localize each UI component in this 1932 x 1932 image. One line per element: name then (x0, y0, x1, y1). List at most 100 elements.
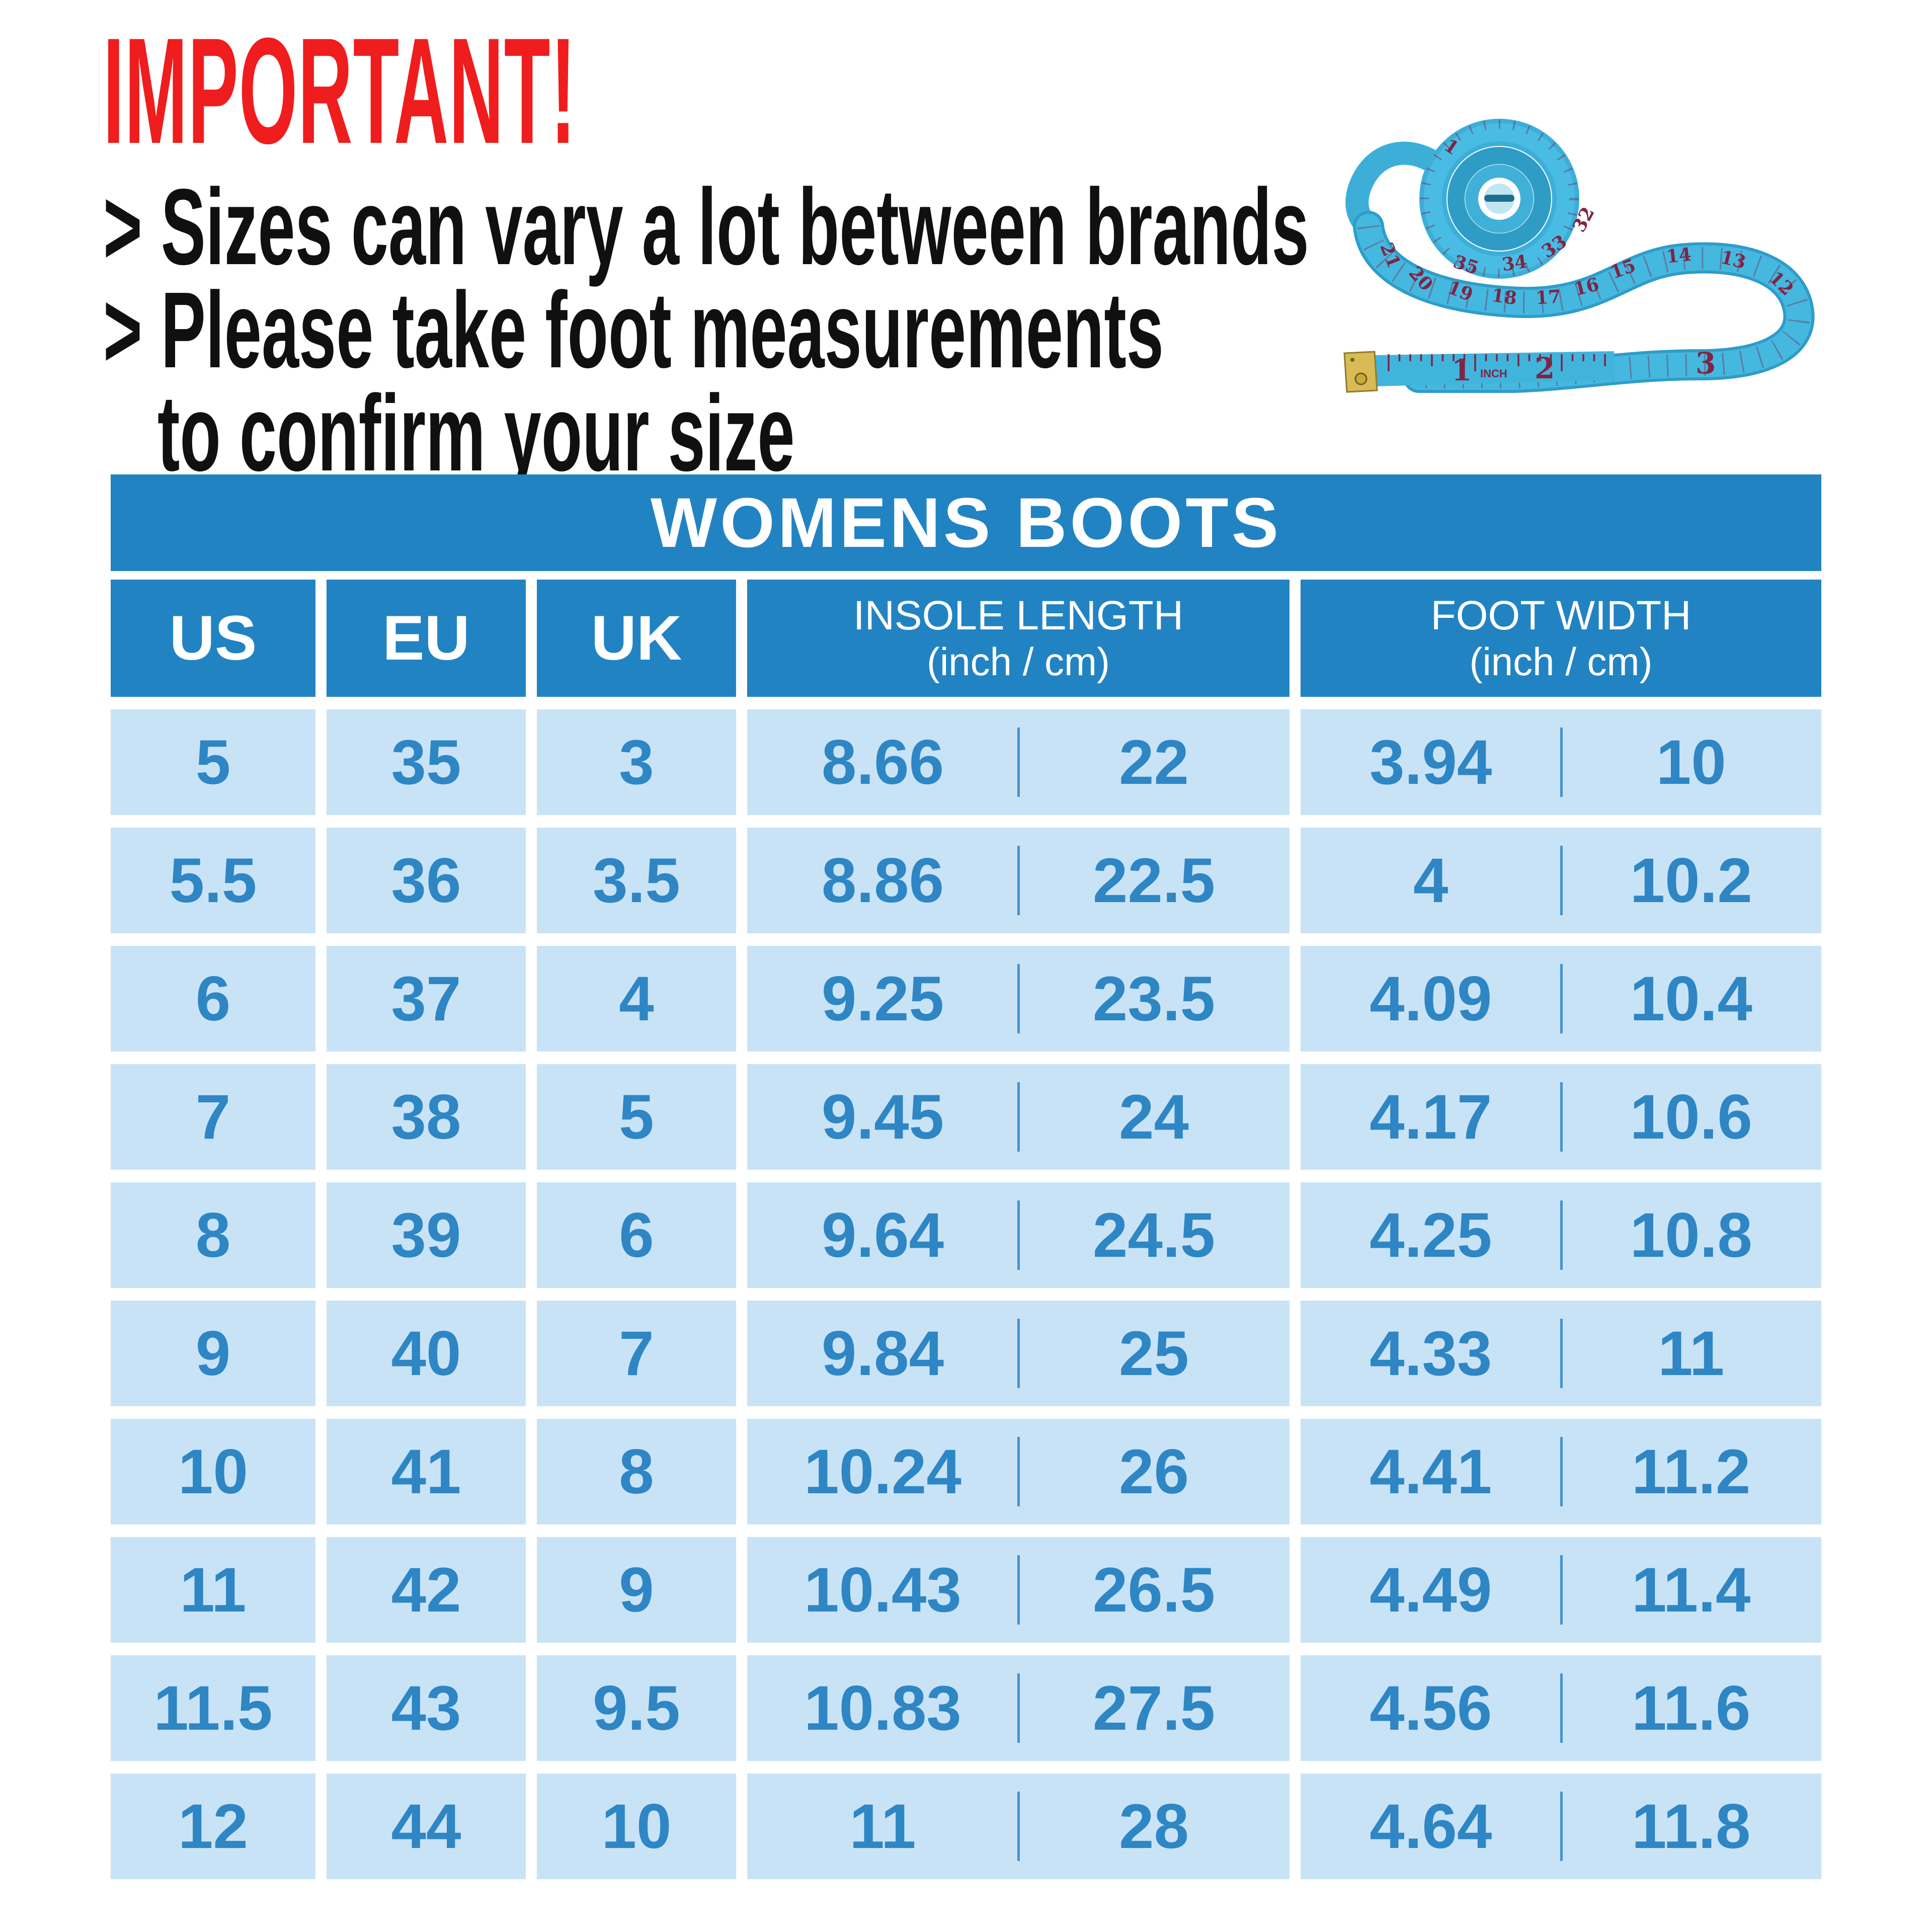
notice-line-2: > Please take foot measurements (103, 269, 1164, 390)
table-row: 5 35 3 8.66 22 3.94 10 (111, 709, 1821, 815)
size-cell-uk: 10 (537, 1774, 736, 1879)
cell-divider (1017, 1436, 1020, 1507)
insole-length-inch-value: 9.64 (821, 1200, 944, 1270)
insole-length-inch-value: 9.45 (821, 1082, 944, 1152)
foot-width-cm-value: 11.4 (1632, 1555, 1751, 1625)
col-header-foot-label: FOOT WIDTH (1430, 592, 1692, 638)
foot-width-inch-value: 4.64 (1370, 1791, 1492, 1862)
size-cell-eu: 39 (327, 1182, 526, 1288)
insole-length-cm-value: 26 (1118, 1436, 1189, 1507)
foot-width-inch-value: 4.09 (1370, 963, 1492, 1034)
insole-length-inch-value: 9.84 (821, 1318, 944, 1389)
size-cell-uk: 6 (537, 1182, 736, 1288)
notice-line-3: to confirm your size (157, 372, 795, 494)
tape-band-number: 14 (1665, 244, 1693, 268)
table-row: 10 41 8 10.24 26 4.41 11.2 (111, 1419, 1821, 1524)
tape-coil (1419, 119, 1579, 279)
insole-length-cm-value: 24.5 (1092, 1200, 1216, 1270)
col-header-eu: EU (327, 580, 526, 697)
table-header-row: US EU UK INSOLE LENGTH (inch / cm) FOOT … (111, 580, 1821, 697)
foot-width-inch-value: 4.49 (1370, 1555, 1492, 1625)
size-cell-us: 12 (111, 1774, 315, 1879)
cell-divider (1560, 727, 1563, 797)
foot-width-cell: 4.49 11.4 (1301, 1537, 1821, 1643)
foot-width-inch-value: 4.33 (1370, 1318, 1492, 1389)
insole-length-cm-value: 24 (1118, 1082, 1189, 1152)
insole-length-cell: 10.83 27.5 (747, 1655, 1290, 1761)
foot-width-cm-value: 10.6 (1630, 1082, 1752, 1152)
cell-divider (1017, 1318, 1020, 1389)
insole-length-cell: 8.66 22 (747, 709, 1290, 815)
size-cell-uk: 7 (537, 1301, 736, 1406)
foot-width-inch-value: 4.41 (1370, 1436, 1492, 1507)
important-heading-line: IMPORTANT! (103, 15, 1361, 166)
notice-line-1: > Sizes can vary a lot between brands (103, 166, 1309, 287)
important-heading: IMPORTANT! (103, 6, 577, 175)
cell-divider (1017, 845, 1020, 916)
insole-length-cm-value: 23.5 (1092, 963, 1216, 1034)
cell-divider (1560, 1318, 1563, 1389)
insole-length-inch-value: 11 (849, 1791, 916, 1862)
size-cell-eu: 40 (327, 1301, 526, 1406)
insole-length-inch-value: 10.43 (804, 1555, 961, 1625)
size-cell-uk: 9 (537, 1537, 736, 1643)
size-cell-uk: 5 (537, 1064, 736, 1170)
foot-width-inch-value: 4.56 (1370, 1673, 1492, 1743)
table-row: 5.5 36 3.5 8.86 22.5 4 10.2 (111, 828, 1821, 933)
tape-band-number: 18 (1490, 285, 1518, 309)
insole-length-cm-value: 28 (1118, 1791, 1189, 1862)
insole-length-inch-value: 8.86 (821, 845, 944, 916)
size-cell-eu: 36 (327, 828, 526, 933)
cell-divider (1560, 1436, 1563, 1507)
col-header-uk: UK (537, 580, 736, 697)
table-title: WOMENS BOOTS (111, 474, 1821, 571)
tape-number-1: 1 (1452, 353, 1472, 387)
insole-length-cm-value: 25 (1118, 1318, 1189, 1389)
col-header-us: US (111, 580, 315, 697)
size-cell-us: 9 (111, 1301, 315, 1406)
size-cell-us: 10 (111, 1419, 315, 1524)
table-row: 12 44 10 11 28 4.64 11.8 (111, 1774, 1821, 1879)
foot-width-cm-value: 11.6 (1632, 1673, 1751, 1743)
foot-width-cell: 4.17 10.6 (1301, 1064, 1821, 1170)
size-cell-uk: 9.5 (537, 1655, 736, 1761)
cell-divider (1560, 1555, 1563, 1625)
foot-width-cell: 4.56 11.6 (1301, 1655, 1821, 1761)
foot-width-cell: 3.94 10 (1301, 709, 1821, 815)
foot-width-cm-value: 11.8 (1632, 1791, 1751, 1862)
cell-divider (1560, 1673, 1563, 1743)
cell-divider (1560, 845, 1563, 916)
table-row: 6 37 4 9.25 23.5 4.09 10.4 (111, 946, 1821, 1052)
foot-width-inch-value: 4.25 (1370, 1200, 1492, 1270)
cell-divider (1017, 727, 1020, 797)
foot-width-cell: 4.33 11 (1301, 1301, 1821, 1406)
size-cell-uk: 8 (537, 1419, 736, 1524)
notice-block: IMPORTANT! > Sizes can vary a lot betwee… (103, 15, 1361, 494)
size-cell-uk: 4 (537, 946, 736, 1052)
cell-divider (1560, 1200, 1563, 1270)
insole-length-cell: 9.64 24.5 (747, 1182, 1290, 1288)
cell-divider (1017, 1791, 1020, 1862)
cell-divider (1017, 963, 1020, 1034)
table-row: 8 39 6 9.64 24.5 4.25 10.8 (111, 1182, 1821, 1288)
cell-divider (1017, 1082, 1020, 1152)
foot-width-cm-value: 11 (1658, 1318, 1725, 1389)
cell-divider (1017, 1673, 1020, 1743)
foot-width-cm-value: 11.2 (1632, 1436, 1751, 1507)
foot-width-cell: 4 10.2 (1301, 828, 1821, 933)
size-cell-eu: 41 (327, 1419, 526, 1524)
insole-length-cell: 9.84 25 (747, 1301, 1290, 1406)
size-cell-us: 6 (111, 946, 315, 1052)
insole-length-cell: 9.45 24 (747, 1064, 1290, 1170)
foot-width-inch-value: 4 (1413, 845, 1448, 916)
foot-width-inch-value: 4.17 (1370, 1082, 1492, 1152)
cell-divider (1560, 963, 1563, 1034)
tape-inch-label: INCH (1480, 367, 1507, 380)
cell-divider (1560, 1791, 1563, 1862)
foot-width-cell: 4.64 11.8 (1301, 1774, 1821, 1879)
size-cell-uk: 3 (537, 709, 736, 815)
insole-length-cell: 8.86 22.5 (747, 828, 1290, 933)
size-cell-eu: 44 (327, 1774, 526, 1879)
size-cell-eu: 38 (327, 1064, 526, 1170)
